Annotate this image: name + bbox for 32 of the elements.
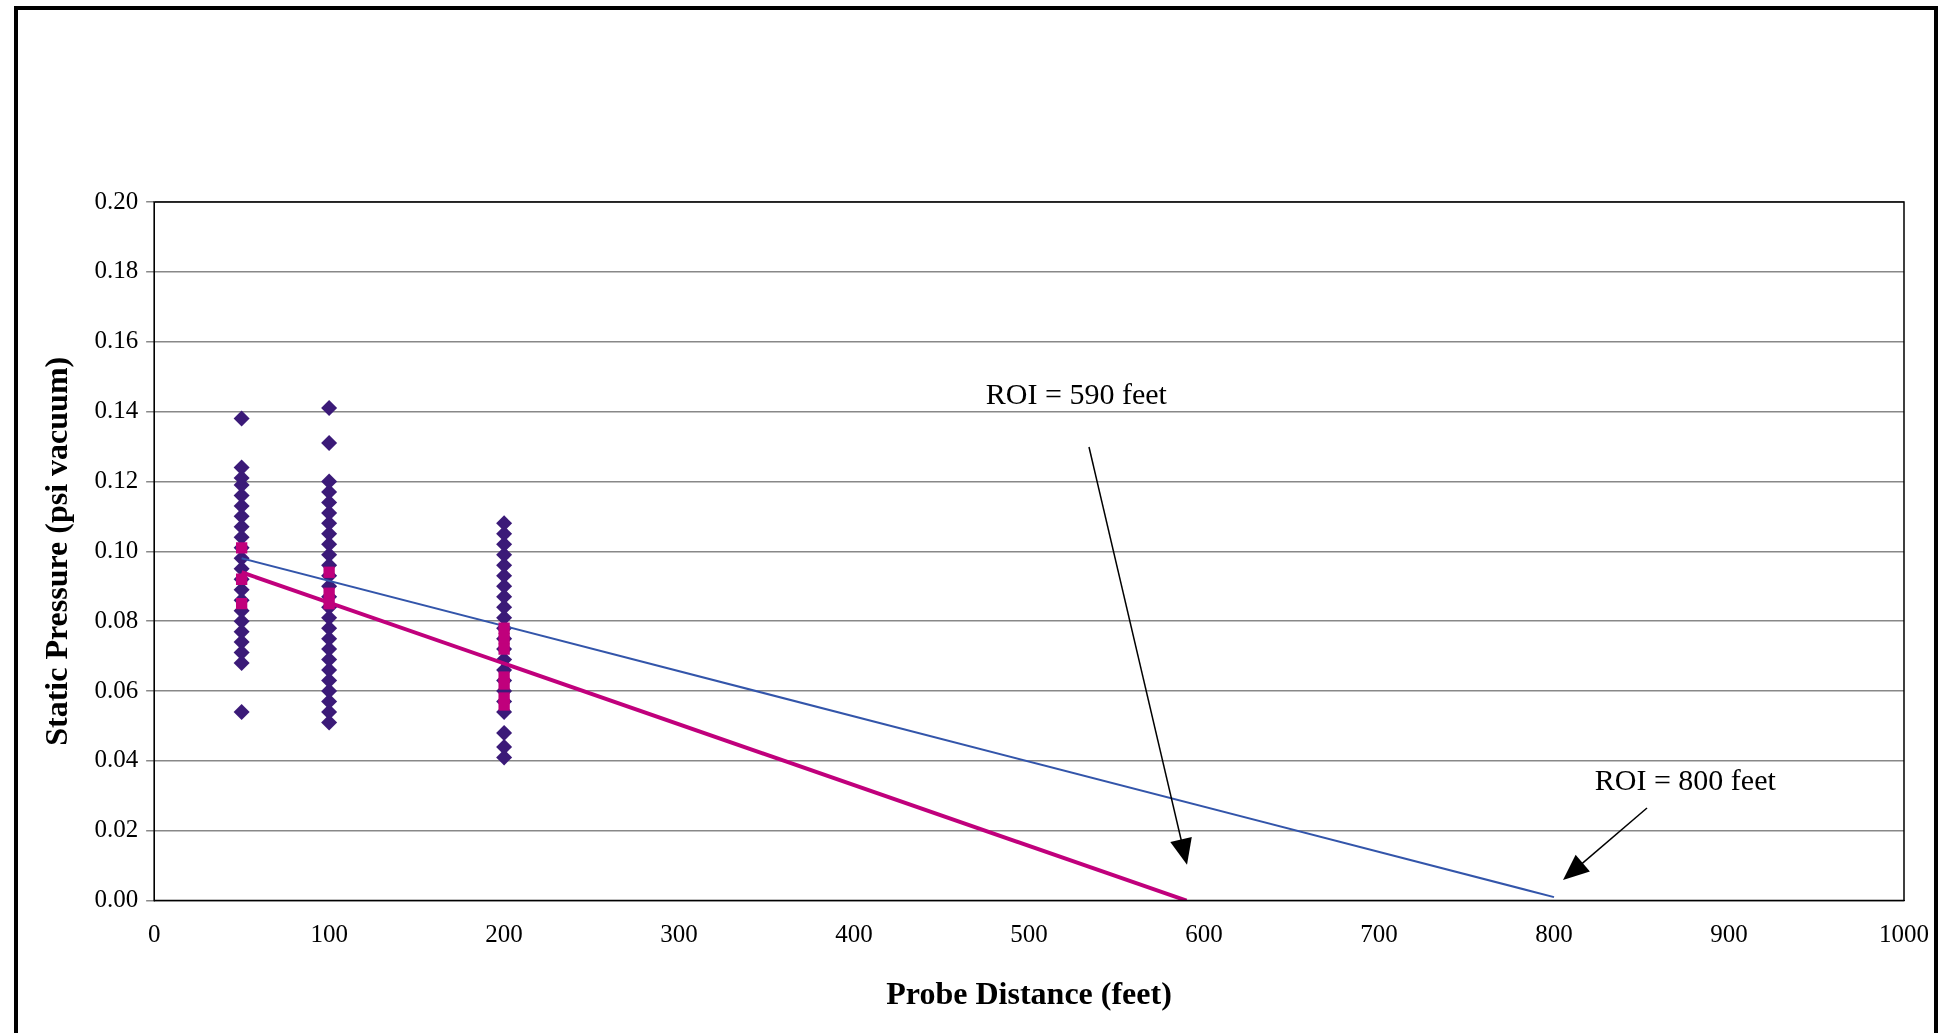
x-tick-label: 700 (1360, 920, 1398, 948)
point (498, 699, 510, 711)
point (323, 587, 335, 599)
y-tick-label: 0.12 (94, 466, 139, 493)
y-tick-label: 0.04 (94, 745, 139, 773)
x-tick-label: 1000 (1879, 920, 1929, 948)
y-tick-label: 0.02 (94, 815, 139, 843)
y-tick-label: 0.18 (94, 256, 139, 284)
y-tick-label: 0.16 (94, 326, 139, 354)
x-tick-label: 600 (1185, 920, 1223, 948)
y-tick-label: 0.20 (94, 186, 139, 214)
y-axis-title: Static Pressure (psi vacuum) (38, 356, 75, 746)
y-tick-label: 0.00 (94, 885, 139, 913)
x-tick-label: 900 (1710, 920, 1748, 948)
x-axis-title: Probe Distance (feet) (886, 975, 1172, 1012)
point (235, 598, 248, 610)
point (498, 678, 510, 690)
y-tick-label: 0.08 (94, 605, 139, 633)
x-tick-label: 200 (485, 920, 523, 948)
x-tick-label: 500 (1010, 920, 1048, 948)
y-tick-label: 0.06 (94, 675, 139, 703)
x-tick-label: 0 (147, 920, 161, 948)
x-tick-label: 300 (660, 920, 698, 948)
y-tick-label: 0.10 (94, 535, 139, 563)
x-tick-label: 400 (835, 920, 873, 948)
annotation: ROI = 590 feet (985, 377, 1168, 411)
annotation: ROI = 800 feet (1594, 762, 1777, 796)
point (323, 598, 335, 610)
y-tick-label: 0.14 (94, 396, 139, 424)
x-tick-label: 800 (1535, 920, 1573, 948)
point (323, 566, 335, 578)
x-tick-label: 100 (310, 920, 348, 948)
